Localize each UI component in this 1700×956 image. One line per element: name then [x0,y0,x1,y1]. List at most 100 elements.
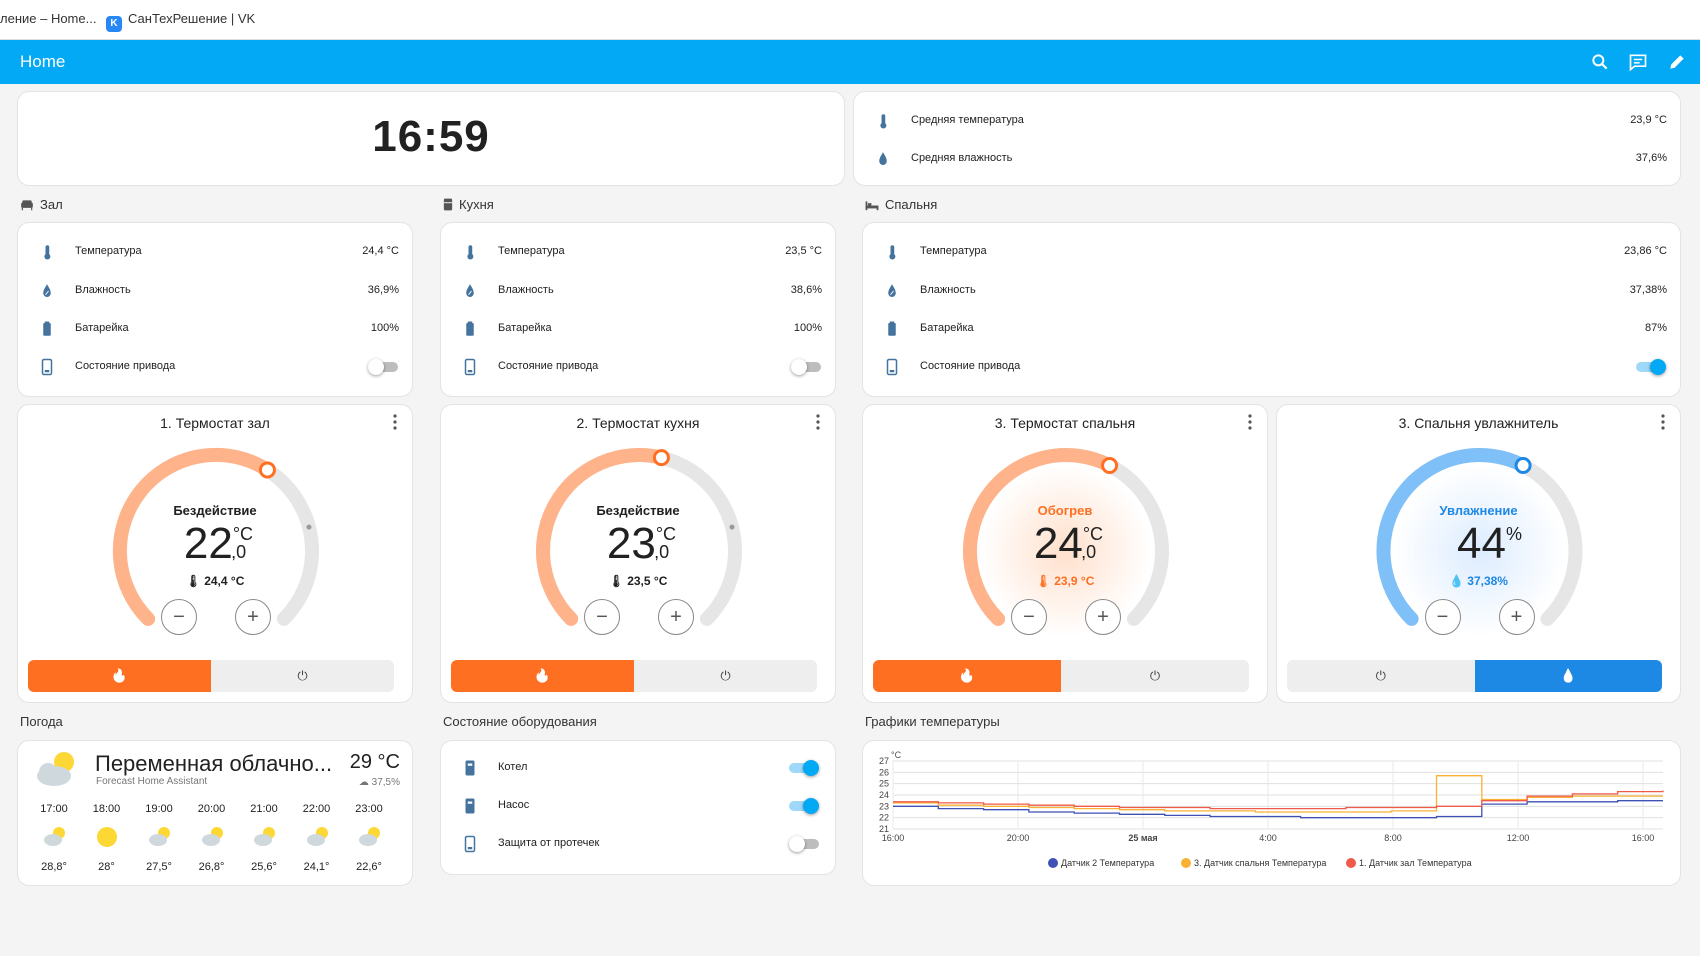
forecast-temp: 25,6° [251,861,277,873]
decrease-button[interactable]: − [584,599,620,635]
dial-handle[interactable] [258,461,276,479]
avg-temp-row[interactable]: Средняя температура 23,9 °C [854,109,1680,133]
forecast-temp: 26,8° [198,861,225,873]
leak-sensor-icon [464,835,476,853]
humidity-row[interactable]: Влажность 36,9% [18,279,412,303]
temperature-chart-card: °C 27 26 25 24 23 22 21 16:00 20:00 25 мая 4:00 8:00… [862,740,1681,886]
heat-mode-button[interactable]: 🔥 [873,660,1061,692]
vk-icon: K [106,16,122,32]
humidity-row[interactable]: Влажность 38,6% [441,279,835,303]
forecast-time: 21:00 [250,803,278,815]
off-mode-button[interactable]: ⏻ [1287,660,1475,692]
humidify-mode-button[interactable]: 💧 [1474,660,1662,692]
series-line [893,790,1664,810]
assist-chat-icon[interactable] [1628,52,1648,72]
x-tick-label: 12:00 [1507,833,1530,843]
off-mode-button[interactable]: ⏻ [634,660,817,692]
x-tick-label: 4:00 [1259,833,1277,843]
heat-mode-button[interactable]: 🔥 [451,660,634,692]
temperature-row[interactable]: Температура 23,86 °C [863,240,1680,264]
decrease-button[interactable]: − [1011,599,1047,635]
forecast-temp: 24,1° [303,861,330,873]
temperature-row[interactable]: Температура 23,5 °C [441,240,835,264]
more-vert-icon[interactable] [1247,413,1253,431]
decrease-button[interactable]: − [1424,599,1461,635]
dial-handle[interactable] [1101,456,1119,474]
humidity-row[interactable]: Влажность 37,38% [863,279,1680,303]
weather-card[interactable]: Переменная облачно... Forecast Home Assi… [17,740,413,886]
target-integer: 22 [183,519,233,568]
equipment-row: Насос [441,794,835,818]
forecast-time: 22:00 [302,803,331,815]
room-card: Температура 23,86 °C Влажность 37,38% Бата… [862,222,1681,397]
humid-glow [1393,465,1566,637]
target-unit: °C [655,524,677,544]
avg-hum-row[interactable]: Средняя влажность 37,6% [854,147,1680,171]
room-card: Температура 24,4 °C Влажность 36,9% Батаре… [17,222,413,397]
more-vert-icon[interactable] [392,413,398,431]
y-tick-label: 25 [879,779,889,789]
dial-fill [963,448,1117,626]
more-vert-icon[interactable] [815,413,821,431]
current-temp-marker [729,524,735,530]
decrease-button[interactable]: − [161,599,197,635]
x-tick-label: 20:00 [1007,833,1030,843]
minus-icon: − [596,606,608,628]
equipment-toggle[interactable] [789,836,819,852]
humidity-label: Влажность [75,284,131,296]
battery-row[interactable]: Батарейка 100% [441,317,835,341]
equipment-card: Котел Насос Защита от протечек [440,740,836,875]
battery-icon [888,321,896,336]
increase-button[interactable]: + [1498,599,1535,635]
y-tick-label: 26 [879,767,889,777]
thermometer-icon: 🌡 [185,574,205,588]
off-mode-button[interactable]: ⏻ [1061,660,1249,692]
drive-state-toggle[interactable] [791,359,821,375]
target-value: 24°C,0 [863,519,1267,569]
drive-state-toggle[interactable] [368,359,398,375]
power-icon: ⏻ [297,668,308,683]
battery-row[interactable]: Батарейка 100% [18,317,412,341]
equipment-toggle[interactable] [789,798,819,814]
thermostat-dial[interactable] [441,405,837,655]
increase-button[interactable]: + [235,599,271,635]
browser-tab-vk[interactable]: K СанТехРешение | VK [106,11,255,32]
minus-icon: − [1023,606,1035,628]
legend-swatch [1048,858,1058,868]
temperature-row[interactable]: Температура 24,4 °C [18,240,412,264]
more-vert-icon[interactable] [1660,413,1666,431]
off-mode-button[interactable]: ⏻ [211,660,394,692]
browser-tab-home[interactable]: ление – Home... [0,11,97,26]
thermostat-dial[interactable] [18,405,414,655]
dial-handle[interactable] [1514,456,1532,474]
thermostat-dial[interactable] [1277,405,1682,655]
minus-icon: − [1436,606,1449,628]
toggle-knob [791,359,807,375]
legend-label: 3. Датчик спальня Температура [1194,858,1326,868]
water-percent-icon [888,284,896,297]
sunny-icon [96,827,117,847]
toggle-knob [368,359,384,375]
partly-cloudy-icon [306,827,328,846]
weather-condition: Переменная облачно... [95,751,333,776]
drive-state-toggle[interactable] [1636,359,1666,375]
equipment-toggle[interactable] [789,760,819,776]
increase-button[interactable]: + [1085,599,1121,635]
forecast-item: 20:00 26,8° [190,803,234,883]
search-icon[interactable] [1590,52,1610,72]
battery-row[interactable]: Батарейка 87% [863,317,1680,341]
dial-handle[interactable] [652,449,670,467]
thermostat-dial[interactable] [863,405,1269,655]
heat-mode-button[interactable]: 🔥 [28,660,211,692]
fire-icon: 🔥 [111,668,128,683]
target-decimal: ,0 [231,542,247,562]
edit-pencil-icon[interactable] [1667,52,1687,72]
section-equipment: Состояние оборудования [443,714,597,729]
increase-button[interactable]: + [658,599,694,635]
cloud-small-icon: ☁ [358,777,372,788]
avg-hum-label: Средняя влажность [911,152,1013,164]
thermometer-icon: 🌡 [608,574,628,588]
water-percent-icon [466,284,474,297]
y-tick-label: 27 [879,756,889,766]
